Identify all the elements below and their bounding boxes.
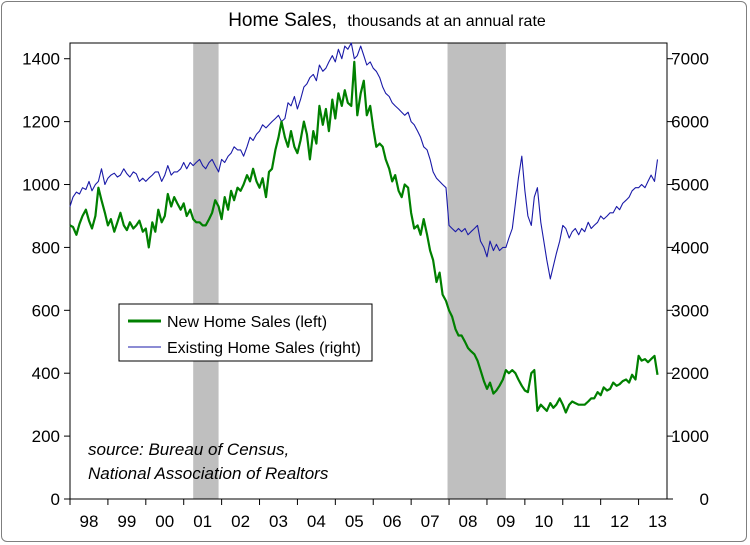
y-left-tick-label: 800 xyxy=(32,238,60,257)
x-tick-label: 10 xyxy=(534,512,553,531)
x-tick-label: 11 xyxy=(573,512,591,531)
axis-ticks xyxy=(64,58,673,505)
legend-label-existing-home: Existing Home Sales (right) xyxy=(167,340,361,357)
x-tick-label: 03 xyxy=(269,512,288,531)
x-tick-label: 13 xyxy=(648,512,667,531)
legend: New Home Sales (left) Existing Home Sale… xyxy=(118,303,373,362)
y-left-tick-label: 1000 xyxy=(22,176,60,195)
x-tick-label: 00 xyxy=(155,512,174,531)
x-tick-label: 08 xyxy=(459,512,478,531)
legend-label-new-home: New Home Sales (left) xyxy=(167,314,327,331)
y-left-tick-label: 400 xyxy=(32,364,60,383)
x-tick-label: 07 xyxy=(421,512,440,531)
chart-title: Home Sales, xyxy=(228,10,337,31)
recession-bands xyxy=(193,43,506,499)
series-line-new-home-sales xyxy=(69,60,659,414)
y-right-tick-label: 4000 xyxy=(671,238,709,257)
recession-band xyxy=(193,43,219,499)
x-tick-label: 98 xyxy=(79,512,98,531)
y-left-tick-label: 1200 xyxy=(22,113,60,132)
y-right-tick-label: 1000 xyxy=(671,427,709,446)
x-tick-label: 01 xyxy=(193,512,212,531)
axis-tick-labels: 0200400600800100012001400010002000300040… xyxy=(22,50,709,531)
x-tick-label: 04 xyxy=(307,512,326,531)
source-line-1: source: Bureau of Census, xyxy=(88,440,289,459)
y-right-tick-label: 0 xyxy=(700,490,709,509)
x-tick-label: 06 xyxy=(383,512,402,531)
x-tick-label: 02 xyxy=(231,512,250,531)
x-tick-label: 99 xyxy=(117,512,136,531)
chart-title-group: Home Sales, thousands at an annual rate xyxy=(228,10,546,31)
source-line-2: National Association of Realtors xyxy=(88,464,329,483)
y-right-tick-label: 2000 xyxy=(671,364,709,383)
series-lines xyxy=(69,42,659,414)
x-tick-label: 12 xyxy=(610,512,629,531)
y-right-tick-label: 3000 xyxy=(671,301,709,320)
chart-subtitle: thousands at an annual rate xyxy=(347,13,545,30)
series-line-existing-home-sales xyxy=(69,42,659,280)
x-tick-label: 09 xyxy=(496,512,515,531)
y-right-tick-label: 5000 xyxy=(671,176,709,195)
x-tick-label: 05 xyxy=(345,512,364,531)
y-left-tick-label: 600 xyxy=(32,301,60,320)
y-left-tick-label: 0 xyxy=(51,490,60,509)
y-left-tick-label: 200 xyxy=(32,427,60,446)
y-left-tick-label: 1400 xyxy=(22,50,60,69)
legend-box xyxy=(118,303,373,362)
recession-band xyxy=(447,43,506,499)
y-right-tick-label: 7000 xyxy=(671,50,709,69)
y-right-tick-label: 6000 xyxy=(671,113,709,132)
plot-area xyxy=(69,42,668,500)
